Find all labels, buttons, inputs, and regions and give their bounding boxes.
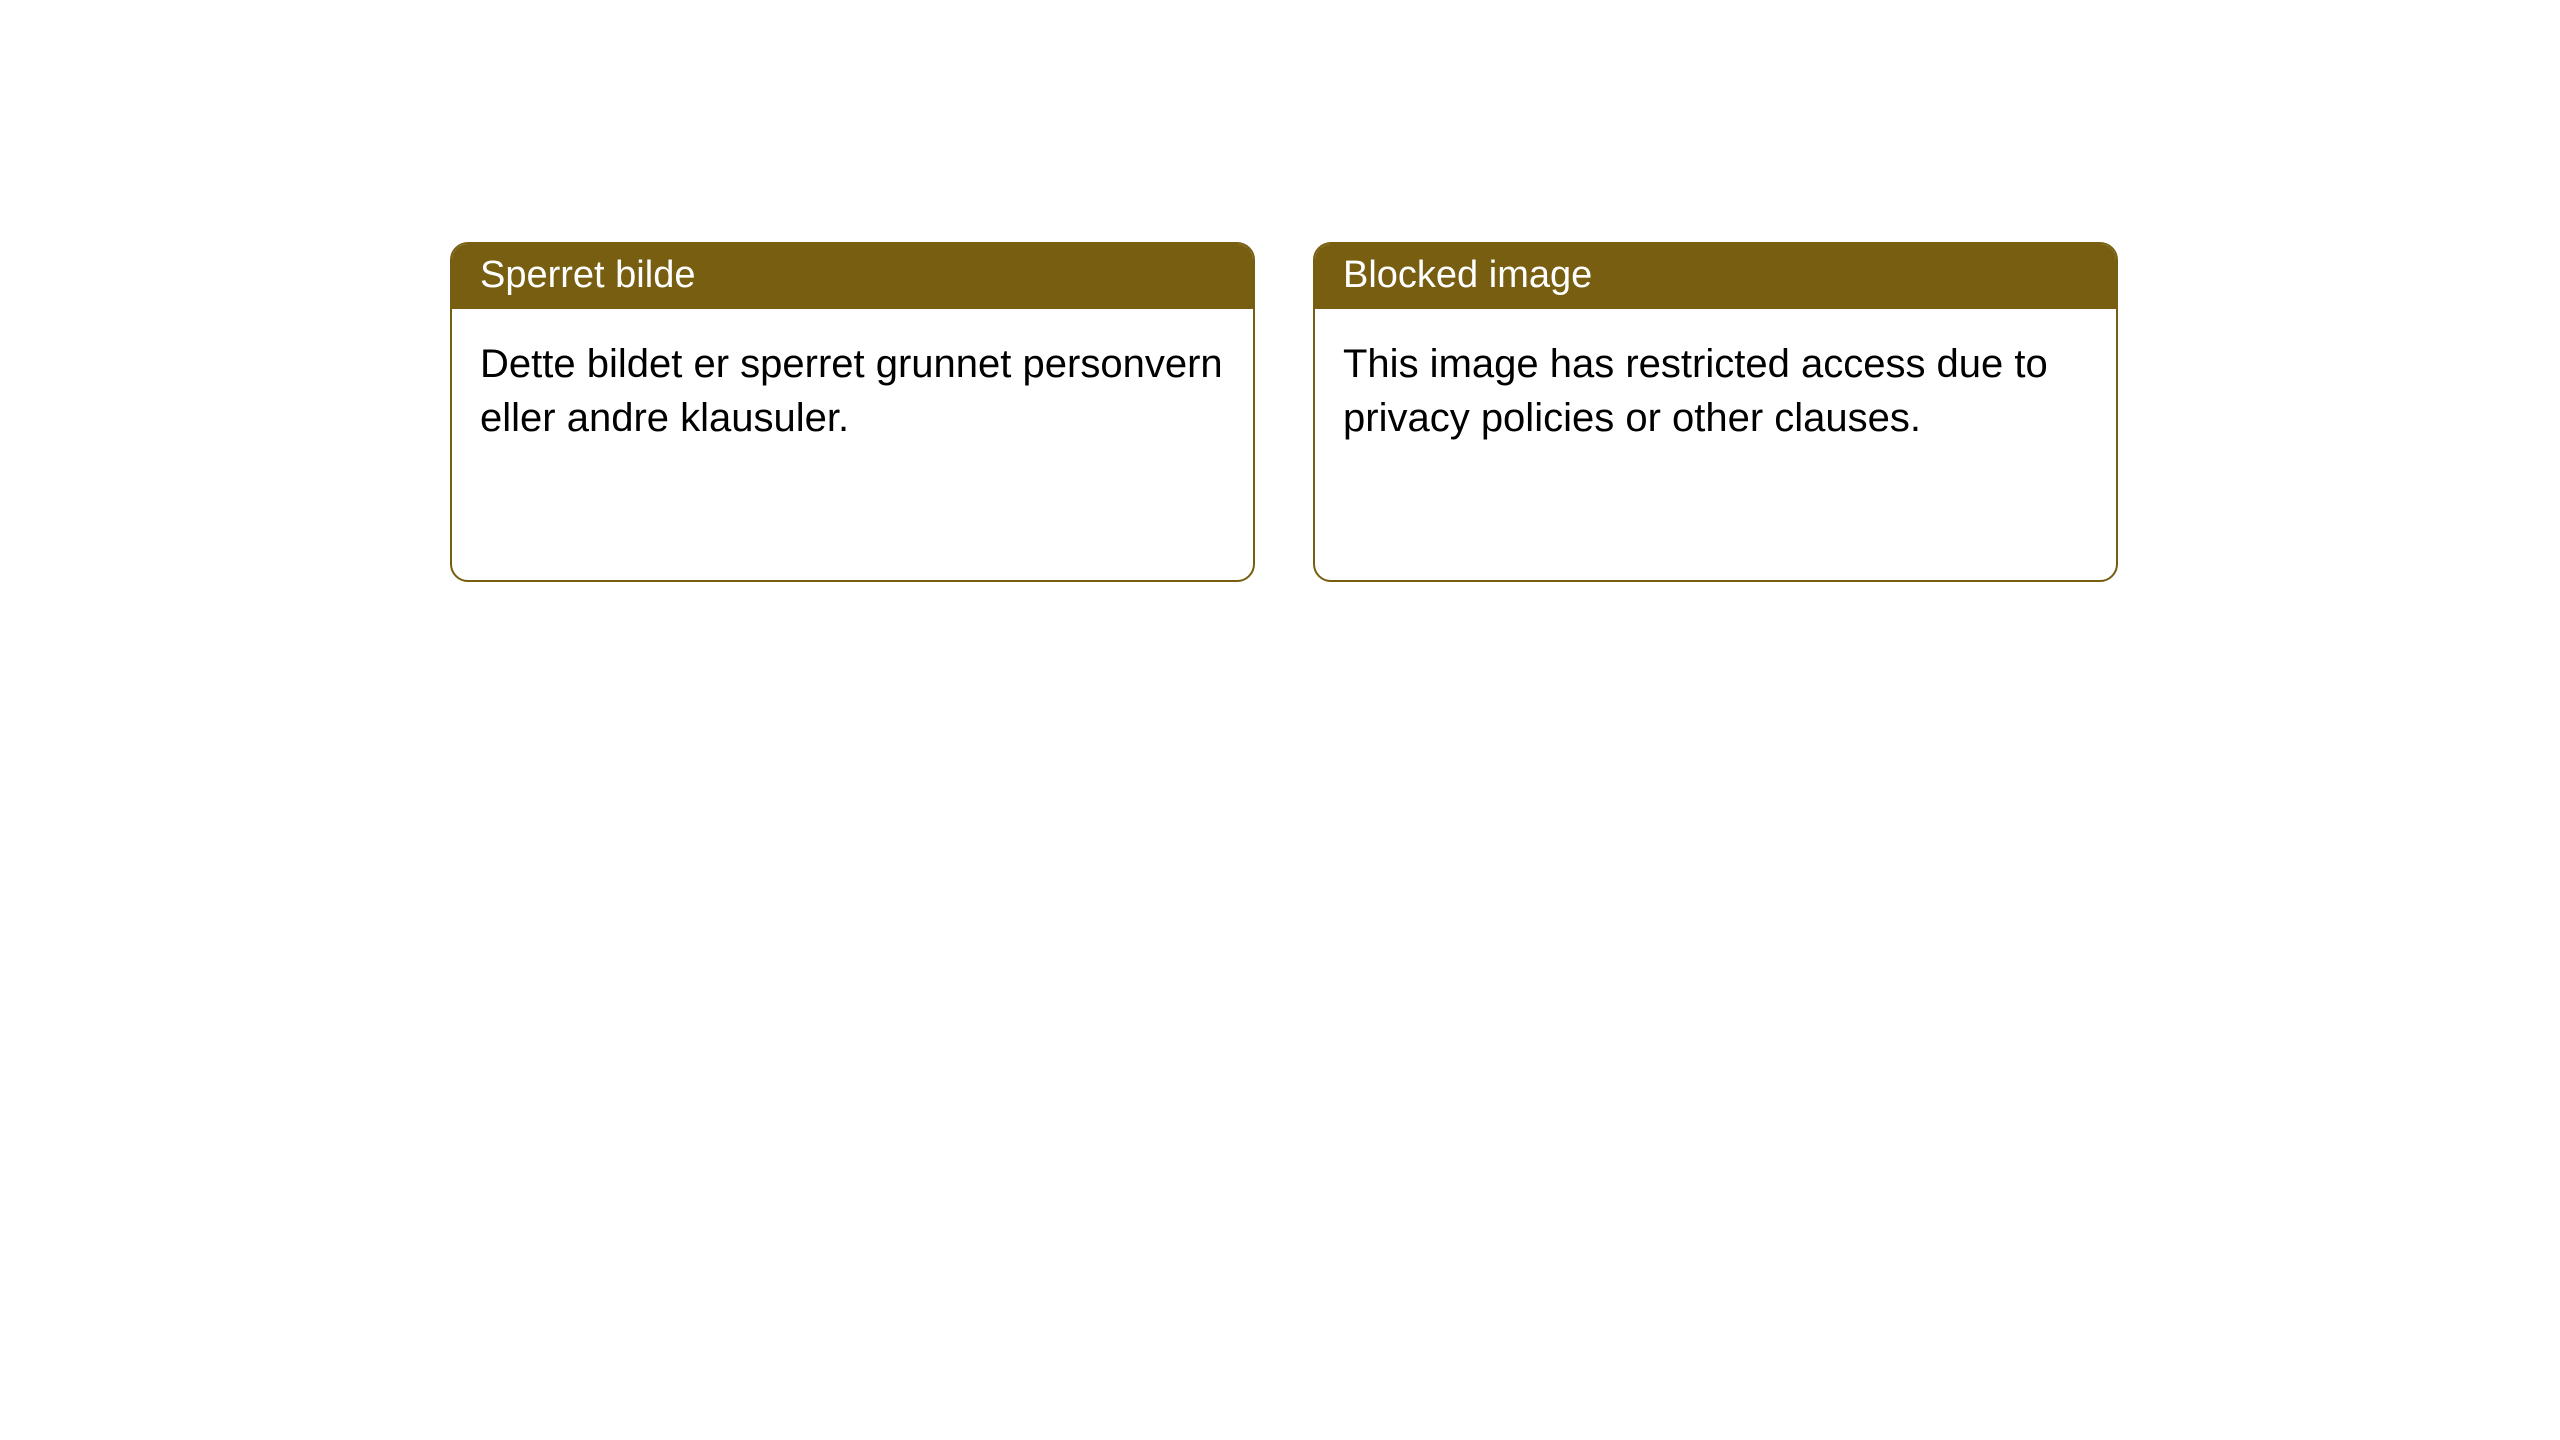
card-body: This image has restricted access due to … (1315, 309, 2116, 580)
blocked-image-cards: Sperret bilde Dette bildet er sperret gr… (450, 242, 2118, 582)
card-message: This image has restricted access due to … (1343, 342, 2048, 440)
card-title: Sperret bilde (480, 254, 695, 296)
card-title: Blocked image (1343, 254, 1592, 296)
card-body: Dette bildet er sperret grunnet personve… (452, 309, 1253, 580)
card-header: Blocked image (1315, 244, 2116, 309)
card-message: Dette bildet er sperret grunnet personve… (480, 342, 1223, 440)
blocked-image-card-norwegian: Sperret bilde Dette bildet er sperret gr… (450, 242, 1255, 582)
blocked-image-card-english: Blocked image This image has restricted … (1313, 242, 2118, 582)
card-header: Sperret bilde (452, 244, 1253, 309)
